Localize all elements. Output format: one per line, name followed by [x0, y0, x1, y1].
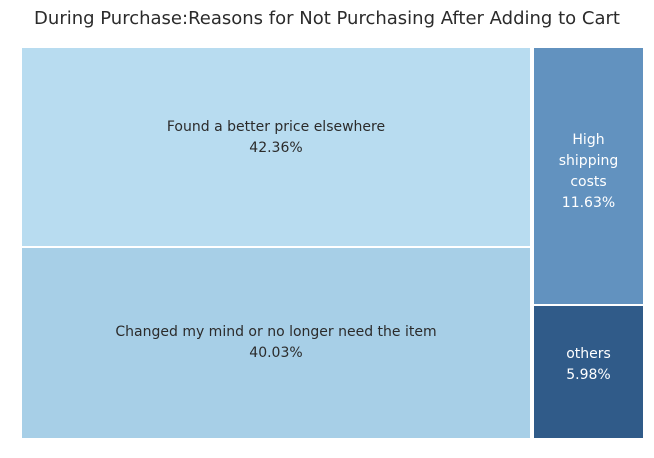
tile-others[interactable]: others 5.98%	[532, 306, 643, 438]
tile-label: Found a better price elsewhere	[166, 119, 386, 135]
chart-title: During Purchase:Reasons for Not Purchasi…	[34, 8, 620, 29]
tile-better-price[interactable]: Found a better price elsewhere 42.36%	[22, 48, 532, 248]
tile-label: High shipping costs	[558, 132, 619, 190]
tile-shipping-costs[interactable]: High shipping costs 11.63%	[532, 48, 643, 306]
tile-percent: 11.63%	[561, 195, 616, 211]
tile-percent: 5.98%	[566, 367, 611, 383]
tile-label: Changed my mind or no longer need the it…	[115, 324, 437, 340]
treemap: Found a better price elsewhere 42.36% Ch…	[22, 48, 643, 438]
tile-changed-mind[interactable]: Changed my mind or no longer need the it…	[22, 248, 532, 438]
tile-percent: 40.03%	[249, 345, 303, 361]
tile-label: others	[566, 346, 611, 362]
tile-percent: 42.36%	[249, 140, 303, 156]
